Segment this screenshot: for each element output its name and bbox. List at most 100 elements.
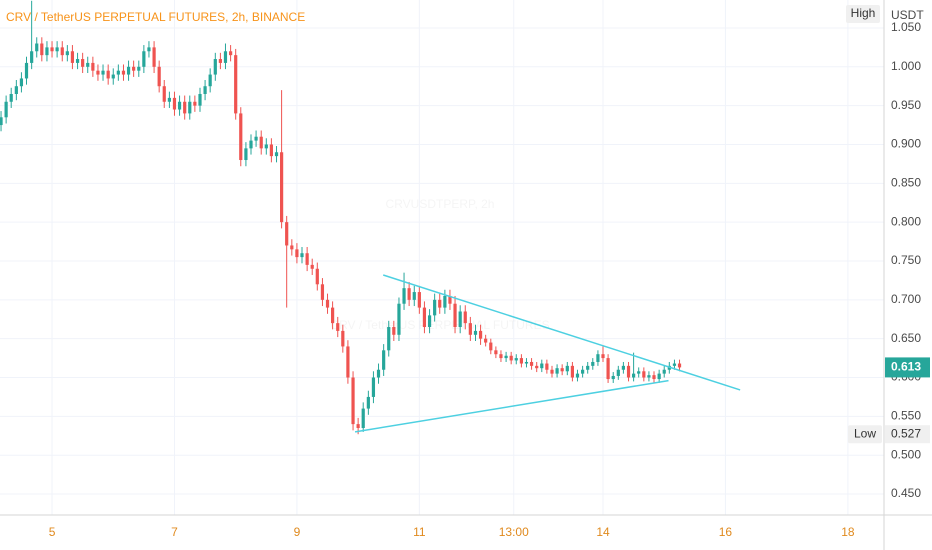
candle-body	[616, 369, 620, 376]
y-tick-label: 0.800	[891, 214, 921, 228]
candle-body	[652, 375, 656, 380]
candle-body	[183, 101, 187, 114]
candle-body	[193, 101, 197, 106]
candle-body	[473, 330, 478, 335]
candle-body	[524, 361, 529, 364]
candle-body	[132, 66, 136, 71]
candle-body	[453, 303, 457, 328]
candle-body	[601, 354, 605, 359]
y-tick-label: 0.550	[891, 409, 921, 423]
y-tick-label: 1.000	[891, 59, 921, 73]
candle-body	[65, 51, 69, 56]
candles	[0, 0, 682, 435]
candle-body	[300, 253, 304, 258]
candle-body	[19, 78, 24, 87]
candle-body	[575, 373, 580, 378]
candle-body	[137, 66, 141, 71]
candle-body	[40, 43, 44, 56]
low-badge	[848, 425, 882, 444]
trendline	[354, 379, 669, 433]
candle-body	[509, 355, 513, 361]
candle-body	[412, 292, 416, 300]
y-tick-label: 0.700	[891, 292, 921, 306]
candle-body	[325, 299, 330, 308]
low-value-badge	[885, 425, 930, 444]
candle-body	[555, 368, 559, 374]
candle-body	[519, 358, 524, 364]
candle-body	[254, 136, 258, 141]
candle-body	[223, 51, 228, 63]
candle-body	[315, 268, 319, 285]
candle-body	[677, 363, 682, 368]
grid	[0, 0, 884, 515]
candle-body	[621, 365, 625, 370]
candle-body	[478, 330, 483, 339]
candle-body	[642, 371, 646, 378]
x-tick-label: 9	[294, 525, 301, 539]
candle-body	[101, 70, 105, 75]
candle-body	[70, 51, 75, 63]
candle-body	[371, 377, 376, 397]
candle-body	[351, 377, 355, 425]
candle-body	[494, 350, 498, 355]
candle-body	[632, 373, 636, 378]
axes: 0.4500.5000.5500.6000.6500.7000.7500.800…	[49, 20, 922, 539]
candle-body	[489, 342, 493, 351]
candle-body	[422, 307, 427, 328]
y-tick-label: 0.750	[891, 253, 921, 267]
candle-body	[234, 55, 238, 114]
trendline	[382, 274, 741, 391]
candle-body	[433, 299, 437, 316]
candle-body	[448, 295, 452, 304]
candle-body	[331, 307, 335, 324]
candle-body	[203, 86, 207, 94]
y-tick-label: 0.500	[891, 447, 921, 461]
candle-body	[167, 97, 171, 102]
candle-body	[305, 253, 309, 265]
y-tick-label: 0.650	[891, 331, 921, 345]
candle-body	[280, 152, 284, 223]
candle-body	[244, 148, 248, 161]
candle-body	[249, 140, 253, 149]
candle-body	[596, 354, 600, 362]
candle-body	[142, 51, 146, 67]
candle-body	[402, 288, 406, 304]
unit-label: USDT	[891, 8, 924, 22]
candle-body	[560, 368, 564, 372]
candle-body	[198, 93, 202, 106]
candle-body	[295, 249, 299, 258]
candle-body	[96, 70, 100, 75]
candle-body	[341, 330, 345, 347]
y-tick-label: 1.050	[891, 20, 921, 34]
candle-body	[550, 369, 554, 374]
candle-body	[443, 295, 447, 308]
candle-body	[397, 303, 401, 335]
candle-body	[662, 369, 666, 374]
chart-title: CRV / TetherUS PERPETUAL FUTURES, 2h, BI…	[6, 10, 305, 24]
candle-body	[356, 424, 360, 429]
candle-body	[264, 144, 268, 149]
candle-body	[626, 365, 631, 378]
last-price: 0.613	[891, 360, 921, 374]
candle-body	[4, 101, 8, 118]
candle-body	[499, 354, 503, 359]
candle-body	[116, 70, 120, 75]
candle-body	[427, 315, 432, 328]
candle-body	[606, 358, 610, 380]
candle-body	[484, 338, 488, 343]
candle-body	[310, 264, 314, 269]
candle-body	[647, 375, 651, 378]
x-tick-label: 18	[841, 525, 855, 539]
x-tick-label: 13:00	[499, 525, 529, 539]
candle-body	[0, 117, 3, 126]
candle-body	[213, 59, 217, 75]
high-badge	[846, 5, 880, 23]
candle-body	[157, 66, 161, 87]
candle-body	[172, 97, 177, 110]
candle-body	[290, 245, 294, 250]
trendlines	[354, 274, 741, 433]
candle-body	[387, 327, 391, 351]
candle-body	[382, 350, 386, 370]
